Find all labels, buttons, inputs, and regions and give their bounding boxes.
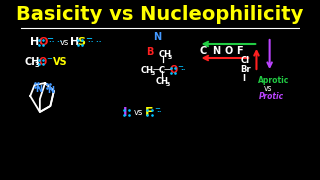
Text: 3: 3 (165, 82, 170, 87)
Text: −: − (85, 35, 92, 44)
Text: vs: vs (60, 37, 69, 46)
Text: C: C (199, 46, 207, 56)
Text: −: − (178, 64, 183, 70)
Text: N: N (36, 84, 43, 93)
Text: VS: VS (53, 57, 68, 67)
Text: −: − (154, 106, 160, 112)
Text: ·· ··: ·· ·· (49, 39, 62, 45)
Text: ··: ·· (156, 109, 162, 115)
Text: —: — (164, 66, 172, 75)
Text: H: H (70, 37, 79, 47)
Text: I: I (123, 105, 128, 118)
Text: vs: vs (134, 107, 143, 116)
Text: F: F (145, 105, 154, 118)
Text: S: S (77, 37, 85, 47)
Text: Basicity vs Nucleophilicity: Basicity vs Nucleophilicity (16, 4, 304, 24)
Text: B: B (146, 47, 153, 57)
Text: 3: 3 (168, 55, 172, 60)
Text: Aprotic: Aprotic (258, 75, 290, 84)
Text: N: N (47, 86, 54, 94)
Text: Br: Br (241, 64, 251, 73)
Text: ··: ·· (180, 67, 186, 73)
Text: N: N (153, 32, 161, 42)
Text: O: O (170, 65, 178, 75)
Text: H: H (30, 37, 39, 47)
Text: CH: CH (141, 66, 154, 75)
Text: O: O (224, 46, 232, 56)
Text: C: C (159, 66, 165, 75)
Text: −: − (46, 56, 52, 62)
Text: −: − (46, 35, 53, 44)
Text: ·· ··: ·· ·· (88, 39, 101, 45)
Text: Cl: Cl (241, 55, 250, 64)
Text: F: F (236, 46, 243, 56)
Text: vs: vs (263, 84, 272, 93)
Text: O: O (38, 37, 47, 47)
Text: 3: 3 (35, 62, 39, 68)
Text: —: — (153, 66, 161, 75)
Text: N: N (212, 46, 220, 56)
Text: 3: 3 (150, 71, 155, 75)
Text: I: I (243, 73, 245, 82)
Text: CH: CH (158, 50, 171, 59)
Text: O: O (38, 57, 46, 67)
Text: Protic: Protic (259, 91, 284, 100)
Text: CH: CH (24, 57, 39, 67)
Text: CH: CH (156, 76, 169, 86)
